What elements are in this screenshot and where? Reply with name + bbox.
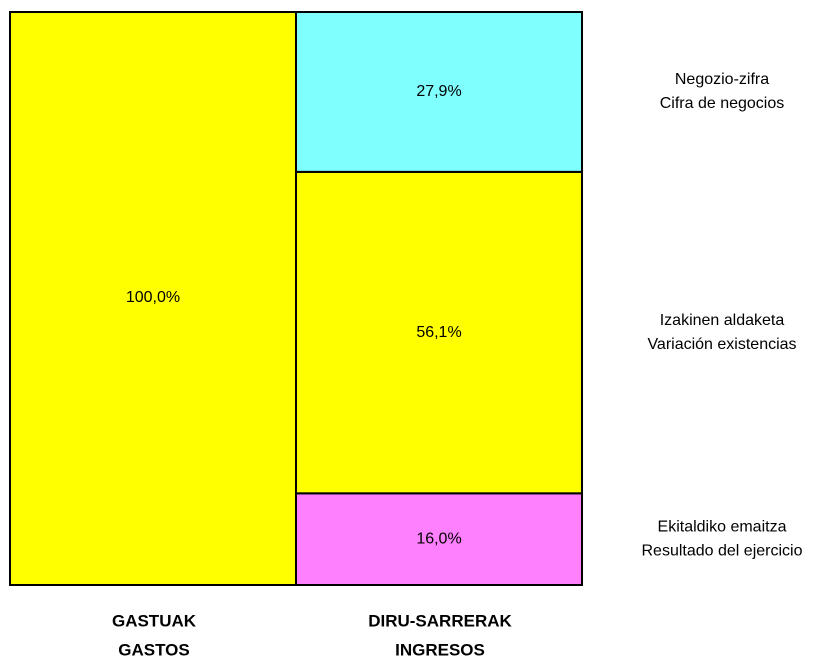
bar-segment: [295, 492, 583, 587]
legend-label: Ekitaldiko emaitza: [658, 518, 787, 535]
legend-label: Cifra de negocios: [660, 95, 785, 112]
data-label: 100,0%: [126, 289, 180, 306]
x-tick-label: INGRESOS: [395, 640, 485, 659]
bar-segment: [295, 11, 583, 173]
data-label: 16,0%: [416, 530, 461, 547]
x-tick-label: DIRU-SARRERAK: [368, 611, 512, 630]
legend-label: Variación existencias: [647, 336, 796, 353]
bar-segment: [9, 11, 297, 586]
data-label: 27,9%: [416, 83, 461, 100]
x-tick-label: GASTUAK: [112, 611, 197, 630]
legend-label: Resultado del ejercicio: [642, 542, 803, 559]
legend-label: Izakinen aldaketa: [660, 312, 785, 329]
legend-label: Negozio-zifra: [675, 71, 769, 88]
x-tick-label: GASTOS: [118, 640, 189, 659]
data-label: 56,1%: [416, 324, 461, 341]
